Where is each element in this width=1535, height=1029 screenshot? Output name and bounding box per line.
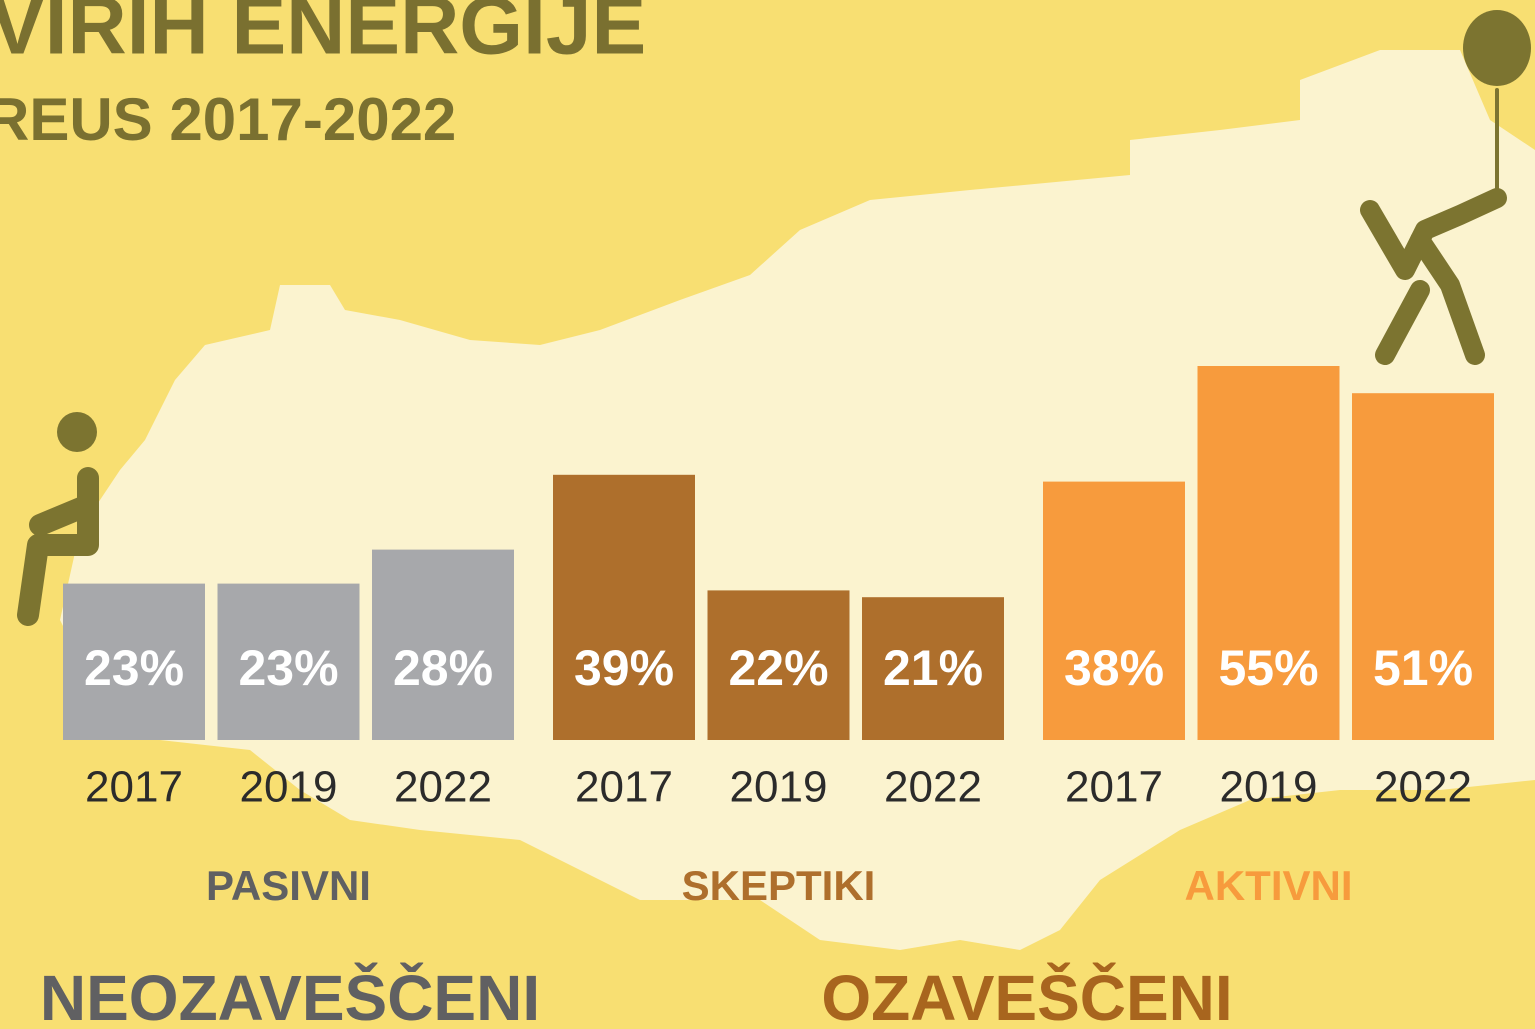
group-label: PASIVNI (206, 862, 371, 909)
chart-subtitle: REUS 2017-2022 (0, 86, 456, 153)
value-label: 39% (574, 640, 674, 696)
x-tick-label: 2017 (1065, 763, 1163, 812)
x-tick-label: 2022 (1374, 763, 1472, 812)
chart-title: VIRIH ENERGIJE (0, 0, 646, 72)
value-label: 23% (84, 640, 184, 696)
bar (553, 474, 695, 740)
value-label: 28% (393, 640, 493, 696)
annotation: NEOZAVEŠČENI (40, 961, 540, 1029)
value-label: 21% (883, 640, 983, 696)
value-label: 22% (728, 640, 828, 696)
x-tick-label: 2022 (884, 763, 982, 812)
group-label: SKEPTIKI (682, 862, 876, 909)
bar (372, 549, 514, 740)
value-label: 23% (238, 640, 338, 696)
person-sitting (17, 412, 99, 626)
bar (1352, 393, 1494, 740)
x-tick-label: 2017 (575, 763, 673, 812)
value-label: 38% (1064, 640, 1164, 696)
bar (1197, 366, 1340, 740)
x-tick-label: 2019 (1220, 763, 1318, 812)
person-walking (1360, 10, 1531, 365)
x-tick-label: 2017 (85, 763, 183, 812)
bar (217, 583, 360, 740)
x-tick-label: 2022 (394, 763, 492, 812)
bar (1043, 481, 1185, 740)
bar (63, 583, 205, 740)
bar (862, 597, 1004, 740)
bar (707, 590, 850, 740)
annotation: OZAVEŠČENI (821, 961, 1232, 1029)
value-label: 55% (1218, 640, 1318, 696)
x-tick-label: 2019 (730, 763, 828, 812)
value-label: 51% (1373, 640, 1473, 696)
x-tick-label: 2019 (240, 763, 338, 812)
group-label: AKTIVNI (1185, 862, 1353, 909)
